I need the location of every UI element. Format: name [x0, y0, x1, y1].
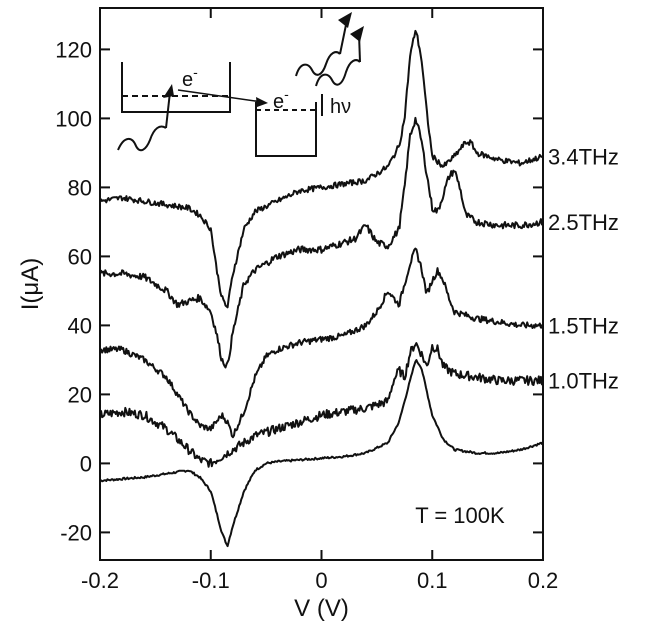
- right-well: [255, 102, 317, 157]
- y-tick-label: 80: [68, 175, 92, 200]
- x-tick-label: 0.1: [417, 568, 448, 593]
- series-label: 1.5THz: [548, 313, 619, 338]
- y-tick-label: 60: [68, 244, 92, 269]
- series-label: 3.4THz: [548, 144, 619, 169]
- emitted-photon-arrowhead-2: [350, 26, 364, 42]
- emitted-photon-arrowhead-1: [338, 12, 352, 28]
- y-axis-title: I(μA): [17, 258, 44, 311]
- emitted-photon-stem-2: [358, 33, 361, 63]
- y-tick-label: 100: [55, 106, 92, 131]
- x-tick-label: 0: [315, 568, 327, 593]
- series-line: [99, 29, 544, 309]
- tunneling-arrow: [177, 89, 263, 103]
- x-axis-title: V (V): [294, 595, 349, 622]
- plot-frame: [99, 7, 544, 561]
- photon-label: hν: [330, 96, 351, 118]
- x-tick-label: -0.2: [81, 568, 119, 593]
- series-label: 2.5THz: [548, 210, 619, 235]
- series-labels: 1.0THz 1.5THz 2.5THz 3.4THz: [548, 144, 619, 393]
- series-line: [99, 342, 544, 468]
- axis-tick-labels: -0.2 -0.1 0 0.1 0.2 -20 0 20 40 60 80 100 120: [55, 37, 558, 593]
- series-line: [99, 359, 544, 548]
- y-tick-label: 40: [68, 313, 92, 338]
- series-line: [99, 247, 544, 439]
- tunneling-arrowhead: [256, 97, 268, 107]
- y-tick-label: 20: [68, 382, 92, 407]
- emitted-photon-stem-1: [339, 19, 348, 55]
- absorbed-photon-arrowhead: [163, 84, 174, 98]
- emitted-photon-wave-2: [315, 59, 361, 87]
- electron-label-2: e-: [273, 86, 289, 113]
- temperature-annotation: T = 100K: [415, 503, 505, 528]
- left-well: [121, 62, 231, 113]
- x-tick-label: 0.2: [528, 568, 559, 593]
- series-curves: [99, 29, 544, 548]
- y-tick-label: 0: [80, 451, 92, 476]
- x-tick-label: -0.1: [192, 568, 230, 593]
- inset-diagram: e- e- hν: [117, 12, 364, 157]
- absorbed-photon-wave: [117, 125, 167, 152]
- y-tick-label: 120: [55, 37, 92, 62]
- series-line: [99, 116, 544, 369]
- series-label: 1.0THz: [548, 369, 619, 394]
- axis-ticks: [99, 8, 544, 560]
- electron-label-1: e-: [182, 64, 198, 91]
- emitted-photon-wave-1: [295, 51, 341, 77]
- y-tick-label: -20: [60, 520, 92, 545]
- photon-to-electron-line: [165, 91, 171, 129]
